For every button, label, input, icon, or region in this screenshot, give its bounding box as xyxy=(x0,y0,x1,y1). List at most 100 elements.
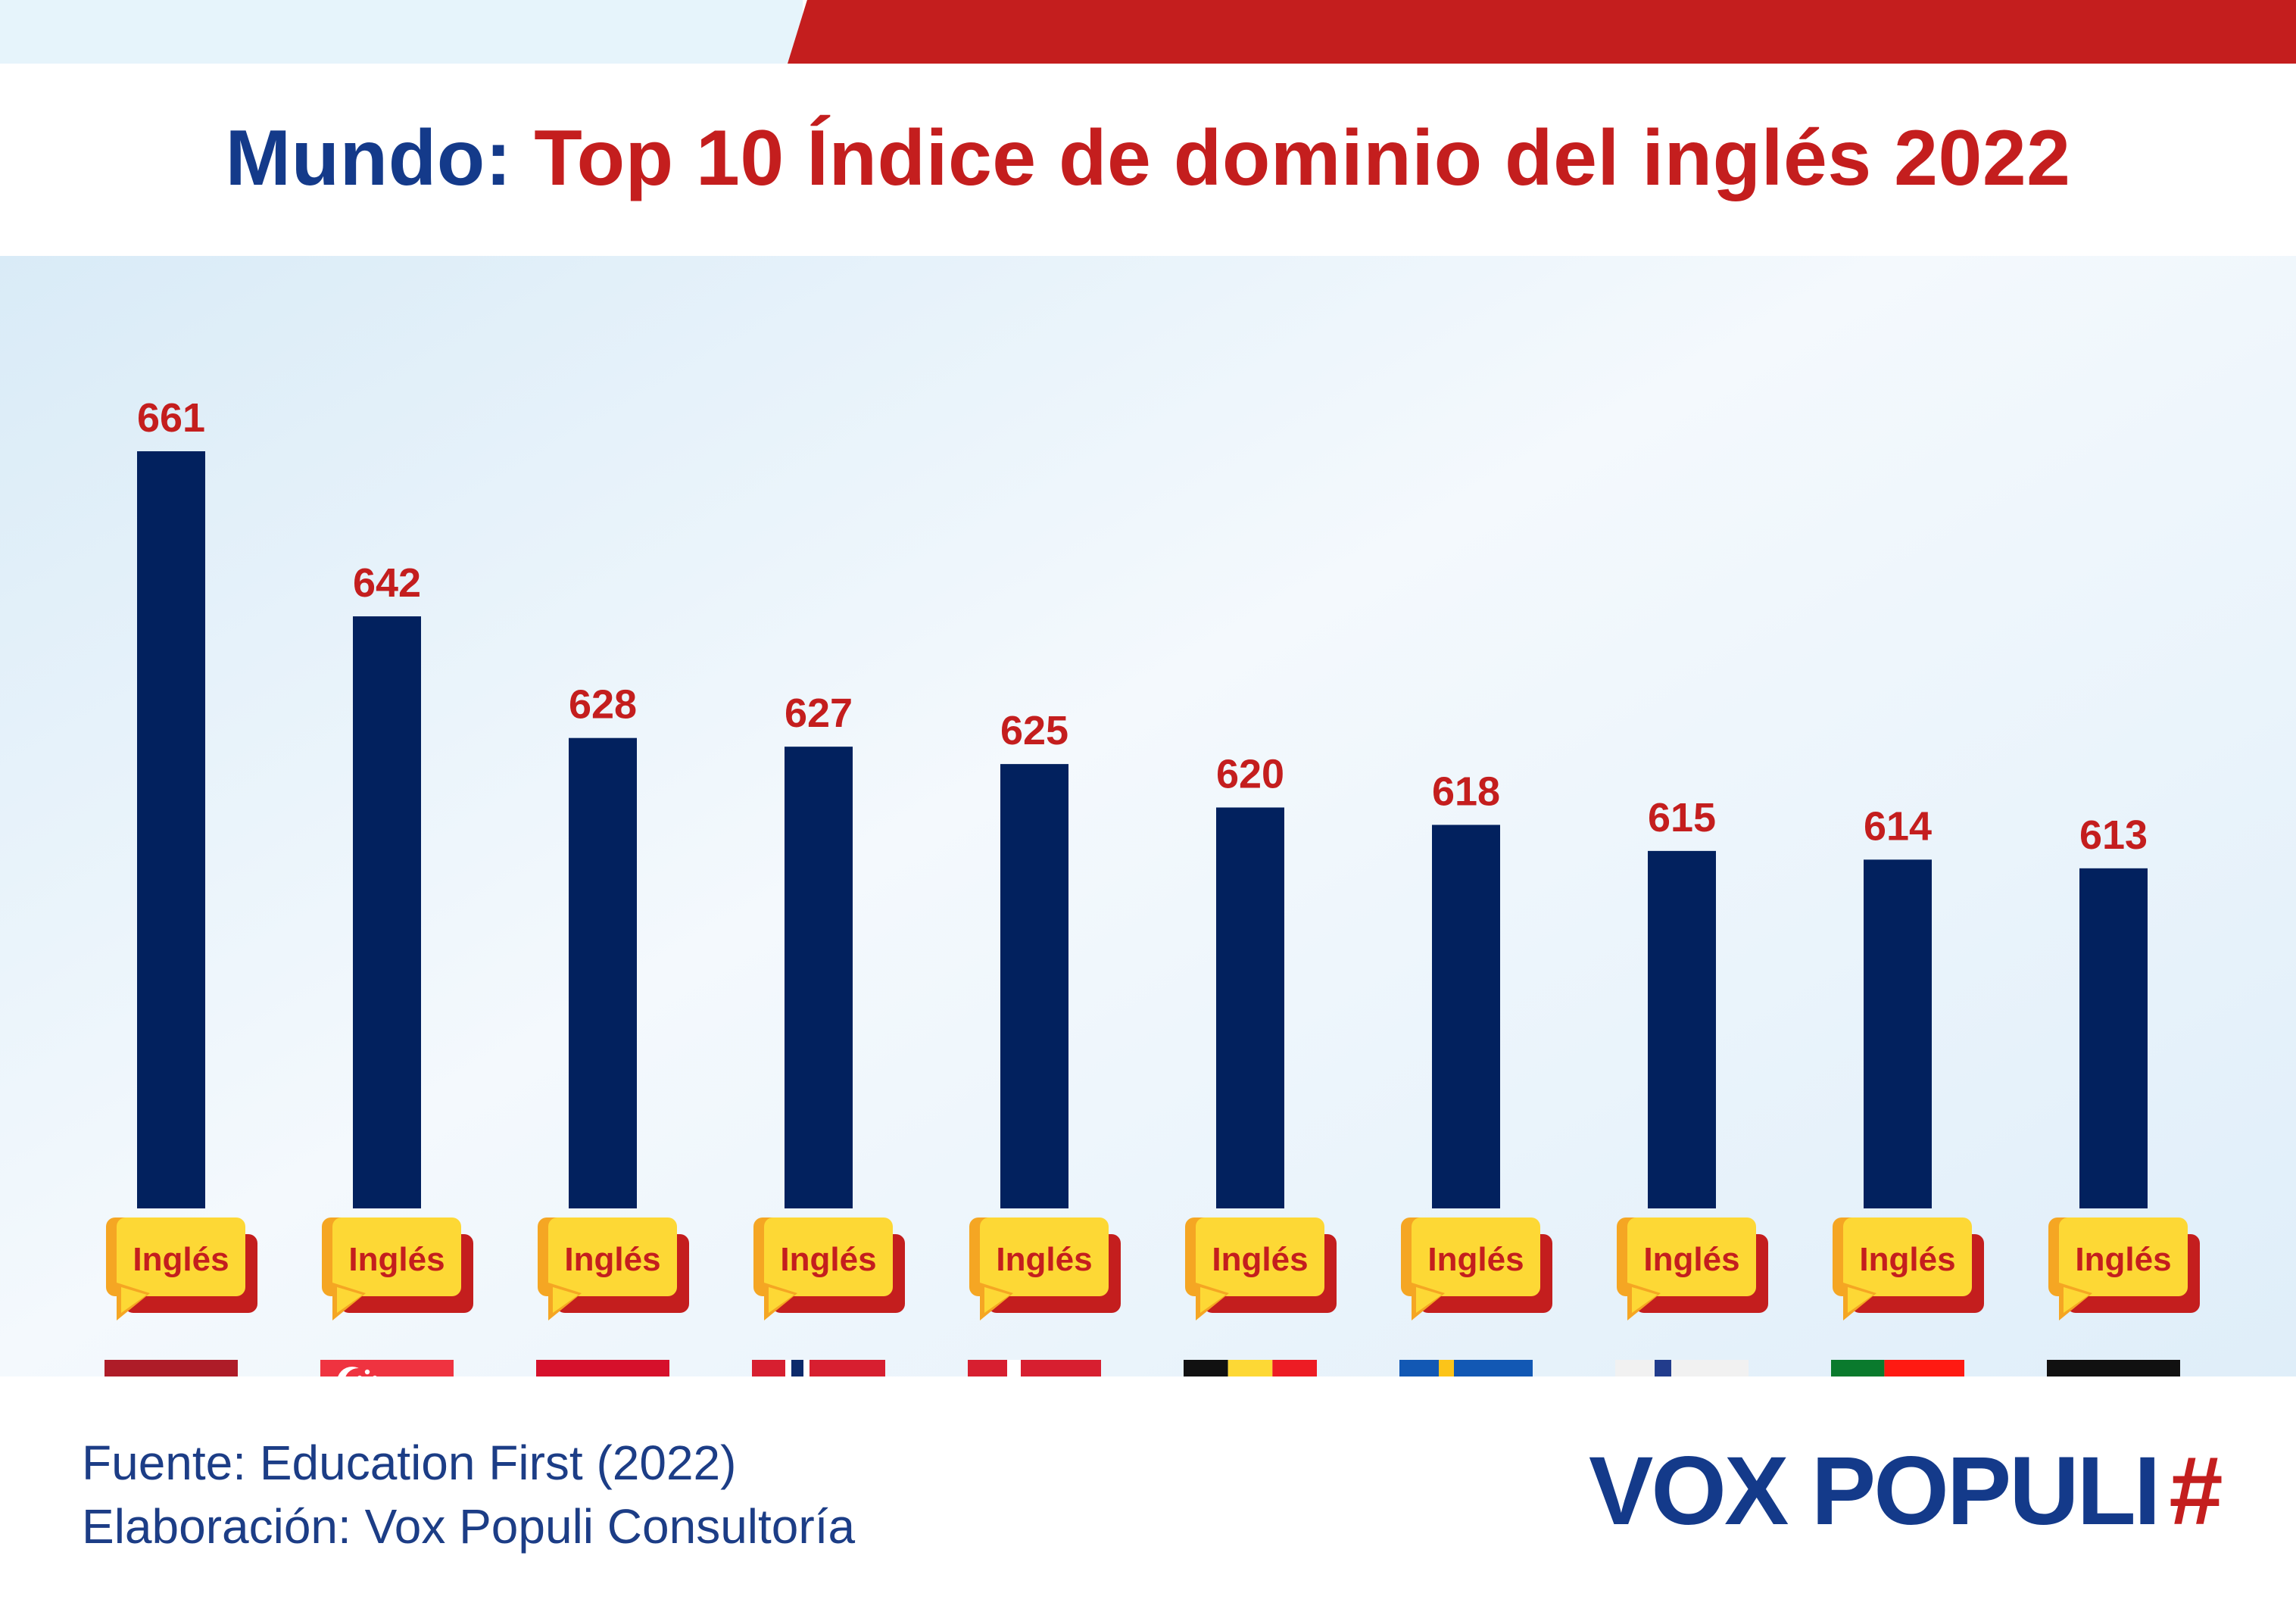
value-label: 642 xyxy=(353,560,421,606)
bubble-label: Inglés xyxy=(1212,1241,1308,1278)
bar-group-norway: 627InglésNORUEGA xyxy=(752,691,905,1376)
flag-cross xyxy=(1007,1360,1021,1376)
flag-cross xyxy=(791,1360,803,1376)
bar-group-finland: 615InglésFINLANDIA xyxy=(1615,795,1768,1376)
bubble-tail-inner xyxy=(1848,1287,1873,1313)
bubble-label: Inglés xyxy=(133,1241,229,1278)
bar xyxy=(1864,859,1932,1208)
speech-bubble-icon xyxy=(332,1217,461,1296)
flag-stripe xyxy=(536,1360,669,1376)
bubble-label: Inglés xyxy=(996,1241,1092,1278)
austria-flag xyxy=(536,1360,669,1376)
norway-flag xyxy=(752,1360,885,1376)
logo-text: VOX POPULI xyxy=(1589,1437,2160,1545)
bubble-tail-inner xyxy=(553,1287,579,1313)
value-label: 618 xyxy=(1432,769,1500,814)
speech-bubble-icon xyxy=(1843,1217,1972,1296)
speech-bubble-icon xyxy=(1196,1217,1324,1296)
bubble-label: Inglés xyxy=(780,1241,876,1278)
bar-group-portugal: 614InglésPORTUGAL xyxy=(1831,803,1984,1376)
flag-stripe xyxy=(105,1360,238,1376)
bar-chart: 661InglésPAÍSES BAJOS642InglésSINGAPUR62… xyxy=(105,395,2200,1376)
flag-field xyxy=(752,1360,885,1376)
speech-bubble-icon xyxy=(764,1217,893,1296)
bar xyxy=(2079,868,2148,1208)
value-label: 625 xyxy=(1000,708,1068,753)
netherlands-flag xyxy=(105,1360,238,1376)
speech-bubble-icon xyxy=(548,1217,677,1296)
value-label: 614 xyxy=(1864,803,1932,849)
flag-stripe xyxy=(1184,1360,1228,1376)
source-text: Fuente: Education First (2022) xyxy=(82,1436,737,1490)
chart-title: Mundo: Top 10 Índice de dominio del ingl… xyxy=(0,114,2296,204)
header-band-light xyxy=(0,0,803,64)
logo-hash-icon: # xyxy=(2169,1437,2223,1545)
speech-bubble-icon xyxy=(1412,1217,1540,1296)
denmark-flag xyxy=(968,1360,1101,1376)
value-label: 661 xyxy=(137,395,205,441)
belgium-flag xyxy=(1184,1360,1317,1376)
bubble-label: Inglés xyxy=(1859,1241,1955,1278)
flag-field xyxy=(1615,1360,1749,1376)
bar xyxy=(785,747,853,1208)
bubble-tail-inner xyxy=(984,1287,1010,1313)
bar-group-singapore: 642InglésSINGAPUR xyxy=(320,560,473,1376)
bubble-label: Inglés xyxy=(564,1241,660,1278)
flag-cross xyxy=(1439,1360,1454,1376)
value-label: 627 xyxy=(785,691,853,736)
germany-flag xyxy=(2047,1360,2180,1376)
value-label: 620 xyxy=(1216,751,1284,797)
credit-text: Elaboración: Vox Populi Consultoría xyxy=(82,1499,856,1554)
bar xyxy=(1000,764,1068,1208)
title-prefix: Mundo: xyxy=(225,114,512,202)
speech-bubble-icon xyxy=(980,1217,1109,1296)
bar xyxy=(569,737,637,1208)
singapore-flag xyxy=(320,1360,454,1376)
flag-cross xyxy=(1655,1360,1671,1376)
header-band-red xyxy=(788,0,2296,64)
vox-populi-logo: VOX POPULI # xyxy=(1589,1436,2223,1547)
flag-moon-cut xyxy=(345,1368,371,1376)
bar-group-germany: 613InglésALEMANIA xyxy=(2047,812,2200,1376)
bubble-label: Inglés xyxy=(2075,1241,2171,1278)
sweden-flag xyxy=(1399,1360,1533,1376)
bubble-tail-inner xyxy=(121,1287,147,1313)
bar-group-austria: 628InglésAUSTRIA xyxy=(536,682,689,1376)
speech-bubble-icon xyxy=(1627,1217,1756,1296)
flag-star xyxy=(364,1369,370,1375)
bubble-label: Inglés xyxy=(1643,1241,1739,1278)
bubble-label: Inglés xyxy=(1427,1241,1524,1278)
flag-field xyxy=(968,1360,1101,1376)
bubble-tail-inner xyxy=(2064,1287,2089,1313)
bar-group-netherlands: 661InglésPAÍSES BAJOS xyxy=(105,395,257,1376)
bubble-tail-inner xyxy=(1632,1287,1658,1313)
title-main: Top 10 Índice de dominio del inglés 2022 xyxy=(534,114,2071,202)
flag-stripe xyxy=(1884,1360,1964,1376)
bubble-label: Inglés xyxy=(348,1241,445,1278)
flag-stripe xyxy=(1831,1360,1885,1376)
bar-group-denmark: 625InglésDINAMARCA xyxy=(968,708,1121,1376)
flag-stripe xyxy=(2047,1360,2180,1376)
bubble-tail-inner xyxy=(1200,1287,1226,1313)
flag-stripe xyxy=(1228,1360,1273,1376)
bubble-tail-inner xyxy=(1416,1287,1442,1313)
bar xyxy=(1648,850,1716,1208)
value-label: 613 xyxy=(2079,812,2148,858)
portugal-flag xyxy=(1831,1360,1964,1376)
value-label: 628 xyxy=(569,682,637,728)
value-label: 615 xyxy=(1648,795,1716,840)
flag-field xyxy=(1399,1360,1533,1376)
bar xyxy=(353,616,421,1208)
bar-group-belgium: 620InglésBÉLGICA xyxy=(1184,751,1337,1376)
bar xyxy=(1432,825,1500,1208)
flag-stripe xyxy=(1272,1360,1317,1376)
finland-flag xyxy=(1615,1360,1749,1376)
bubble-tail-inner xyxy=(337,1287,363,1313)
speech-bubble-icon xyxy=(2059,1217,2188,1296)
footer-source-block: Fuente: Education First (2022) Elaboraci… xyxy=(82,1431,855,1558)
bar xyxy=(137,451,205,1208)
bubble-tail-inner xyxy=(769,1287,794,1313)
speech-bubble-icon xyxy=(117,1217,245,1296)
bar xyxy=(1216,807,1284,1208)
bar-group-sweden: 618InglésSUECIA xyxy=(1399,769,1552,1376)
